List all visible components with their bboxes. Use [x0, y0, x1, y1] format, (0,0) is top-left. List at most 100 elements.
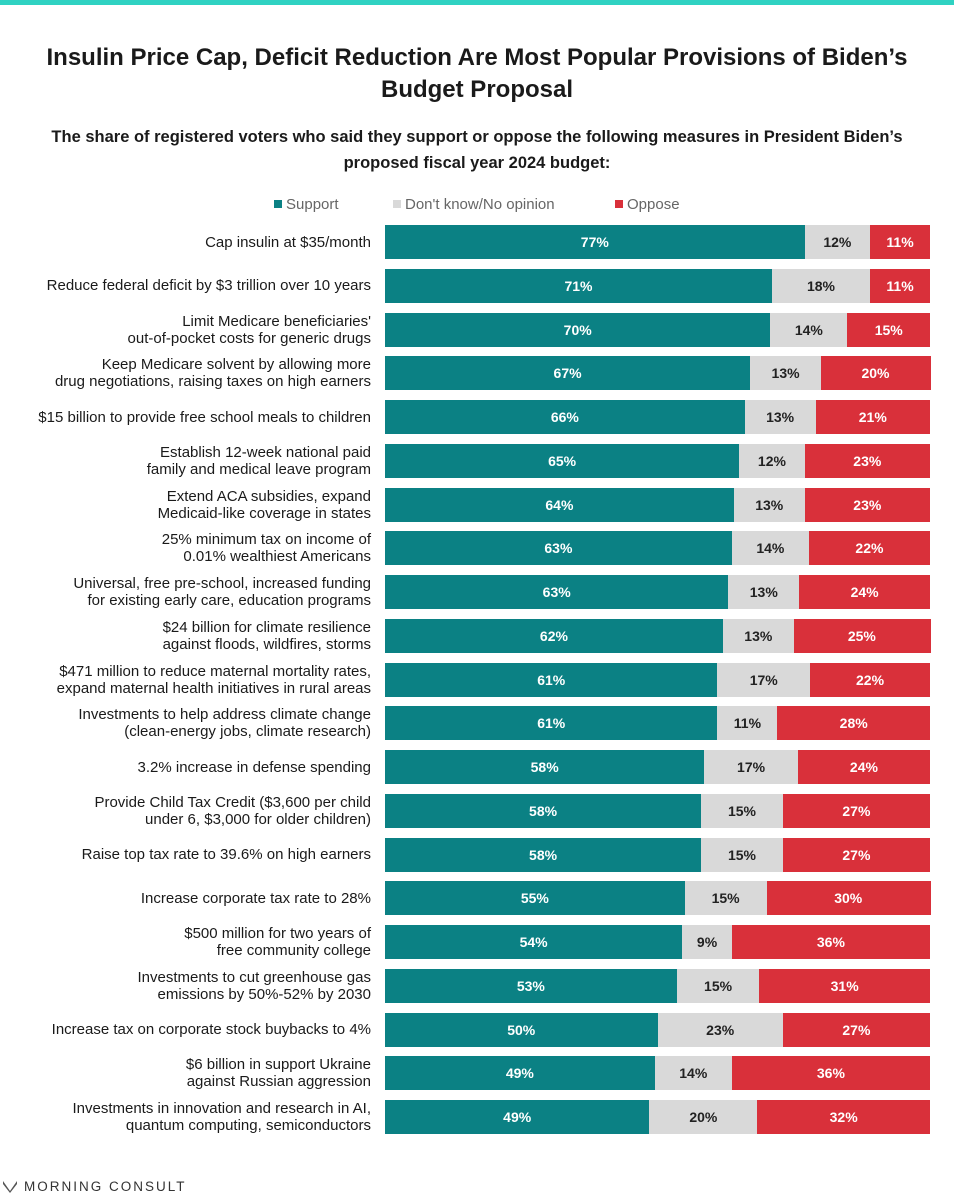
bar-segment-neutral [676, 968, 760, 1003]
category-label-line: against floods, wildfires, storms [162, 635, 371, 653]
data-label-neutral: 23% [706, 1021, 735, 1038]
legend-label-neutral: Don't know/No opinion [405, 196, 555, 213]
data-label-neutral: 13% [749, 584, 778, 600]
category-label-line: Reduce federal deficit by $3 trillion ov… [46, 277, 371, 295]
category-label-line: for existing early care, education progr… [87, 592, 371, 609]
category-label: Raise top tax rate to 39.6% on high earn… [11, 846, 371, 863]
bar-segment-neutral [804, 225, 871, 259]
data-label-support: 77% [580, 234, 609, 250]
data-label-support: 58% [530, 759, 559, 775]
data-label-support: 71% [564, 277, 593, 294]
category-label: $471 million to reduce maternal mortalit… [11, 663, 371, 697]
category-label-line: quantum computing, semiconductors [125, 1117, 371, 1134]
category-label-line: Raise top tax rate to 39.6% on high earn… [81, 846, 371, 863]
category-label-line: Increase corporate tax rate to 28% [140, 889, 371, 907]
data-label-support: 49% [505, 1065, 534, 1082]
category-label-line: Investments to help address climate chan… [78, 706, 371, 724]
brand-footer: MORNING CONSULT [2, 1179, 187, 1197]
category-label-line: 25% minimum tax on income of [161, 531, 371, 549]
data-label-support: 67% [553, 365, 582, 382]
category-label-line: $15 billion to provide free school meals… [38, 408, 371, 426]
data-label-neutral: 17% [737, 759, 766, 775]
legend-item-support: Support [274, 196, 339, 213]
data-label-support: 63% [544, 540, 573, 557]
legend-item-neutral: Don't know/No opinion [393, 196, 555, 213]
category-label: Investments to help address climate chan… [11, 706, 371, 740]
bar-segment-neutral [744, 400, 817, 434]
bar-segment-support [385, 225, 806, 259]
bar-segment-oppose [766, 881, 931, 916]
bar-segment-neutral [770, 312, 848, 347]
category-label-line: 3.2% increase in defense spending [137, 758, 372, 776]
data-label-oppose: 21% [858, 409, 887, 425]
bar-segment-neutral [722, 618, 795, 653]
category-label-line: family and medical leave program [146, 460, 371, 478]
category-label: Keep Medicare solvent by allowing more dr… [11, 356, 371, 390]
category-label-line: Establish 12-week national paid [160, 443, 371, 461]
data-label-oppose: 22% [856, 671, 885, 688]
legend-item-oppose: Oppose [615, 196, 680, 213]
category-label-line: Investments in innovation and research i… [72, 1100, 371, 1117]
data-label-neutral: 13% [755, 496, 784, 513]
bar-segment-neutral [704, 750, 799, 784]
bar-segment-oppose [793, 618, 931, 653]
data-label-neutral: 13% [744, 627, 773, 644]
category-label-line: expand maternal health initiatives in ru… [56, 679, 371, 697]
bar-segment-support [385, 881, 686, 916]
bar-segment-neutral [771, 268, 871, 303]
category-label-line: Cap insulin at $35/month [205, 233, 371, 251]
data-label-oppose: 27% [842, 1021, 871, 1038]
data-label-support: 65% [548, 452, 577, 469]
data-label-neutral: 15% [704, 977, 733, 994]
data-label-support: 53% [516, 977, 545, 994]
data-label-neutral: 17% [749, 671, 778, 688]
bar-segment-support [385, 968, 678, 1003]
data-label-oppose: 11% [886, 234, 914, 250]
data-label-neutral: 15% [727, 846, 756, 863]
category-label: Investments to cut greenhouse gas emissio… [11, 969, 371, 1003]
data-label-oppose: 24% [849, 759, 878, 775]
category-label-line: Medicaid-like coverage in states [157, 504, 371, 522]
bar-segment-oppose [810, 662, 931, 697]
category-label-line: 0.01% wealthiest Americans [183, 548, 371, 566]
data-label-neutral: 15% [727, 802, 756, 819]
category-label-line: $24 billion for climate resilience [162, 618, 371, 636]
category-label-line: $500 million for two years of [184, 925, 371, 942]
category-label-line: (clean-energy jobs, climate research) [124, 723, 371, 741]
bar-segment-oppose [757, 1100, 931, 1134]
bar-segment-neutral [701, 837, 784, 872]
category-label-line: Extend ACA subsidies, expand [166, 487, 371, 505]
data-label-support: 66% [550, 409, 579, 425]
bar-segment-support [385, 1012, 658, 1047]
bar-segment-neutral [649, 1100, 758, 1134]
category-label-line: $6 billion in support Ukraine [185, 1056, 371, 1074]
data-label-support: 55% [520, 890, 549, 907]
bar-segment-oppose [731, 925, 931, 959]
legend-swatch-oppose [615, 200, 623, 208]
data-label-neutral: 12% [823, 234, 852, 250]
data-label-oppose: 24% [850, 584, 879, 600]
bar-segment-neutral [717, 662, 811, 697]
legend-swatch-neutral [393, 200, 401, 208]
bar-segment-support [385, 662, 718, 697]
data-label-oppose: 32% [829, 1109, 858, 1125]
data-label-neutral: 15% [711, 890, 740, 907]
bar-segment-oppose [870, 268, 931, 303]
data-label-neutral: 14% [794, 321, 823, 338]
data-label-oppose: 23% [853, 452, 882, 469]
category-label: Provide Child Tax Credit ($3,600 per chi… [11, 794, 371, 828]
bar-segment-oppose [797, 750, 931, 784]
bar-segment-support [385, 312, 771, 347]
bar-segment-neutral [731, 531, 810, 566]
data-label-oppose: 36% [816, 934, 845, 950]
data-label-oppose: 11% [886, 277, 914, 294]
bar-segment-support [385, 487, 735, 522]
category-label-line: under 6, $3,000 for older children) [145, 810, 371, 828]
category-label: 3.2% increase in defense spending [11, 758, 372, 776]
bar-segment-support [385, 706, 718, 741]
category-label-line: $471 million to reduce maternal mortalit… [59, 662, 371, 680]
data-label-support: 64% [545, 496, 574, 513]
bar-segment-oppose [731, 1056, 931, 1091]
category-label-line: Increase tax on corporate stock buybacks… [51, 1021, 371, 1038]
data-label-oppose: 28% [839, 715, 868, 732]
